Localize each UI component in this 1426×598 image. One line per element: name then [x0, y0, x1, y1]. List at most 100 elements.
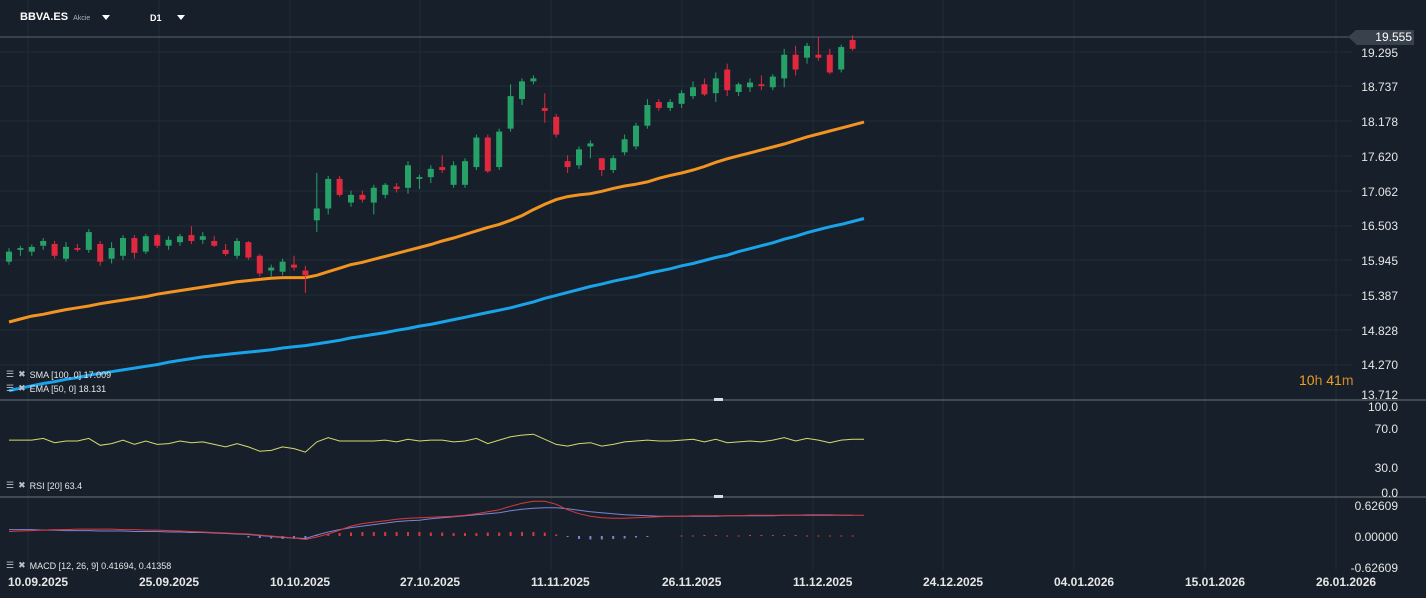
macd-histogram-bar [258, 536, 261, 538]
candle-body [336, 178, 343, 195]
macd-histogram-bar [783, 535, 786, 537]
candle-body [439, 167, 446, 171]
candle-body [644, 104, 651, 126]
candle-body [507, 96, 514, 129]
macd-histogram-bar [703, 535, 706, 537]
date-label: 27.10.2025 [400, 575, 461, 589]
candle-body [462, 161, 468, 185]
macd-axis-label: 0.00000 [1354, 530, 1398, 544]
sma-line [8, 217, 865, 393]
candle-body [291, 264, 297, 268]
macd-histogram-bar [464, 533, 466, 536]
macd-histogram-bar [578, 536, 580, 539]
macd-axis-label: -0.62609 [1350, 561, 1398, 575]
candle-body [484, 137, 491, 172]
instrument-type: Akcie [73, 15, 91, 22]
rsi-legend[interactable]: ☰ ✖ RSI [20] 63.4 [6, 480, 82, 491]
macd-histogram-bar [794, 535, 797, 537]
candle-body [781, 54, 788, 79]
price-label: 15.945 [1361, 254, 1398, 268]
price-label: 18.178 [1361, 115, 1398, 129]
candle-body [6, 251, 12, 262]
candle-body [724, 69, 731, 91]
ema-label: EMA [50, 0] 18.131 [29, 383, 107, 394]
candle-body [747, 82, 753, 88]
symbol-selector[interactable]: BBVA.ES Akcie [20, 11, 90, 23]
macd-histogram-bar [771, 535, 774, 537]
macd-histogram-bar [304, 536, 307, 539]
date-label: 24.12.2025 [923, 575, 984, 589]
date-label: 26.11.2025 [662, 575, 722, 589]
macd-histogram-bar [270, 536, 273, 539]
settings-icon[interactable]: ☰ [6, 383, 15, 393]
macd-histogram-bar [429, 532, 432, 536]
macd-histogram-bar [566, 536, 569, 537]
date-label: 11.12.2025 [793, 575, 853, 589]
candle-body [838, 47, 845, 70]
symbol-dropdown-icon[interactable] [102, 15, 110, 20]
candle-body [222, 249, 229, 254]
candle-body [17, 248, 24, 250]
macd-histogram-bar [327, 533, 330, 536]
macd-histogram-bar [247, 536, 250, 538]
close-icon[interactable]: ✖ [18, 480, 26, 490]
ema-line [8, 120, 865, 324]
candle-body [85, 232, 92, 250]
candle-body [359, 194, 366, 200]
macd-histogram-bar [840, 535, 843, 537]
date-label: 25.09.2025 [139, 575, 200, 589]
macd-legend[interactable]: ☰ ✖ MACD [12, 26, 9] 0.41694, 0.41358 [6, 560, 171, 571]
settings-icon[interactable]: ☰ [6, 560, 15, 570]
settings-icon[interactable]: ☰ [6, 369, 15, 379]
sma-label: SMA [100, 0] 17.009 [29, 369, 112, 380]
candle-body [610, 158, 617, 171]
signal-line [8, 500, 864, 541]
candle-body [621, 139, 628, 153]
candle-body [165, 239, 172, 246]
candle-body [735, 84, 742, 92]
macd-histogram-bar [361, 532, 364, 536]
close-icon[interactable]: ✖ [18, 560, 26, 570]
macd-histogram-bar [407, 532, 409, 536]
candle-body [416, 177, 423, 179]
settings-icon[interactable]: ☰ [6, 480, 15, 490]
macd-histogram-bar [509, 532, 512, 536]
candle-body [804, 45, 810, 58]
close-icon[interactable]: ✖ [18, 383, 26, 393]
macd-histogram-bar [646, 536, 649, 537]
close-icon[interactable]: ✖ [18, 369, 26, 379]
candle-body [541, 107, 548, 111]
date-label: 10.10.2025 [270, 575, 331, 589]
candle-body [564, 161, 571, 168]
macd-histogram-bar [395, 532, 398, 536]
price-label: 18.737 [1361, 80, 1398, 94]
rsi-axis-label: 0.0 [1381, 486, 1398, 500]
candle-body [712, 78, 719, 94]
macd-histogram-bar [726, 535, 729, 537]
macd-histogram-bar [828, 535, 831, 537]
sma-legend[interactable]: ☰ ✖ SMA [100, 0] 17.009 [6, 369, 111, 380]
macd-histogram-bar [635, 536, 637, 538]
macd-histogram-bar [737, 535, 740, 537]
price-label: 16.503 [1361, 219, 1398, 233]
candle-body [758, 84, 765, 87]
candle-body [279, 261, 286, 272]
candle-body [348, 194, 354, 203]
timeframe-selector[interactable]: D1 [150, 13, 162, 23]
candle-body [519, 81, 525, 100]
countdown-minutes: 41 [1326, 372, 1342, 388]
candle-body [211, 240, 218, 246]
macd-histogram-bar [418, 532, 421, 536]
macd-histogram-bar [806, 535, 808, 537]
candle-body [473, 137, 480, 168]
candle-body [576, 149, 582, 166]
price-label: 17.062 [1361, 185, 1398, 199]
candle-body [382, 184, 389, 195]
candle-body [97, 243, 104, 262]
candle-body [553, 116, 560, 135]
timeframe-dropdown-icon[interactable] [177, 15, 185, 20]
macd-histogram-bar [384, 532, 387, 536]
ema-legend[interactable]: ☰ ✖ EMA [50, 0] 18.131 [6, 383, 106, 394]
